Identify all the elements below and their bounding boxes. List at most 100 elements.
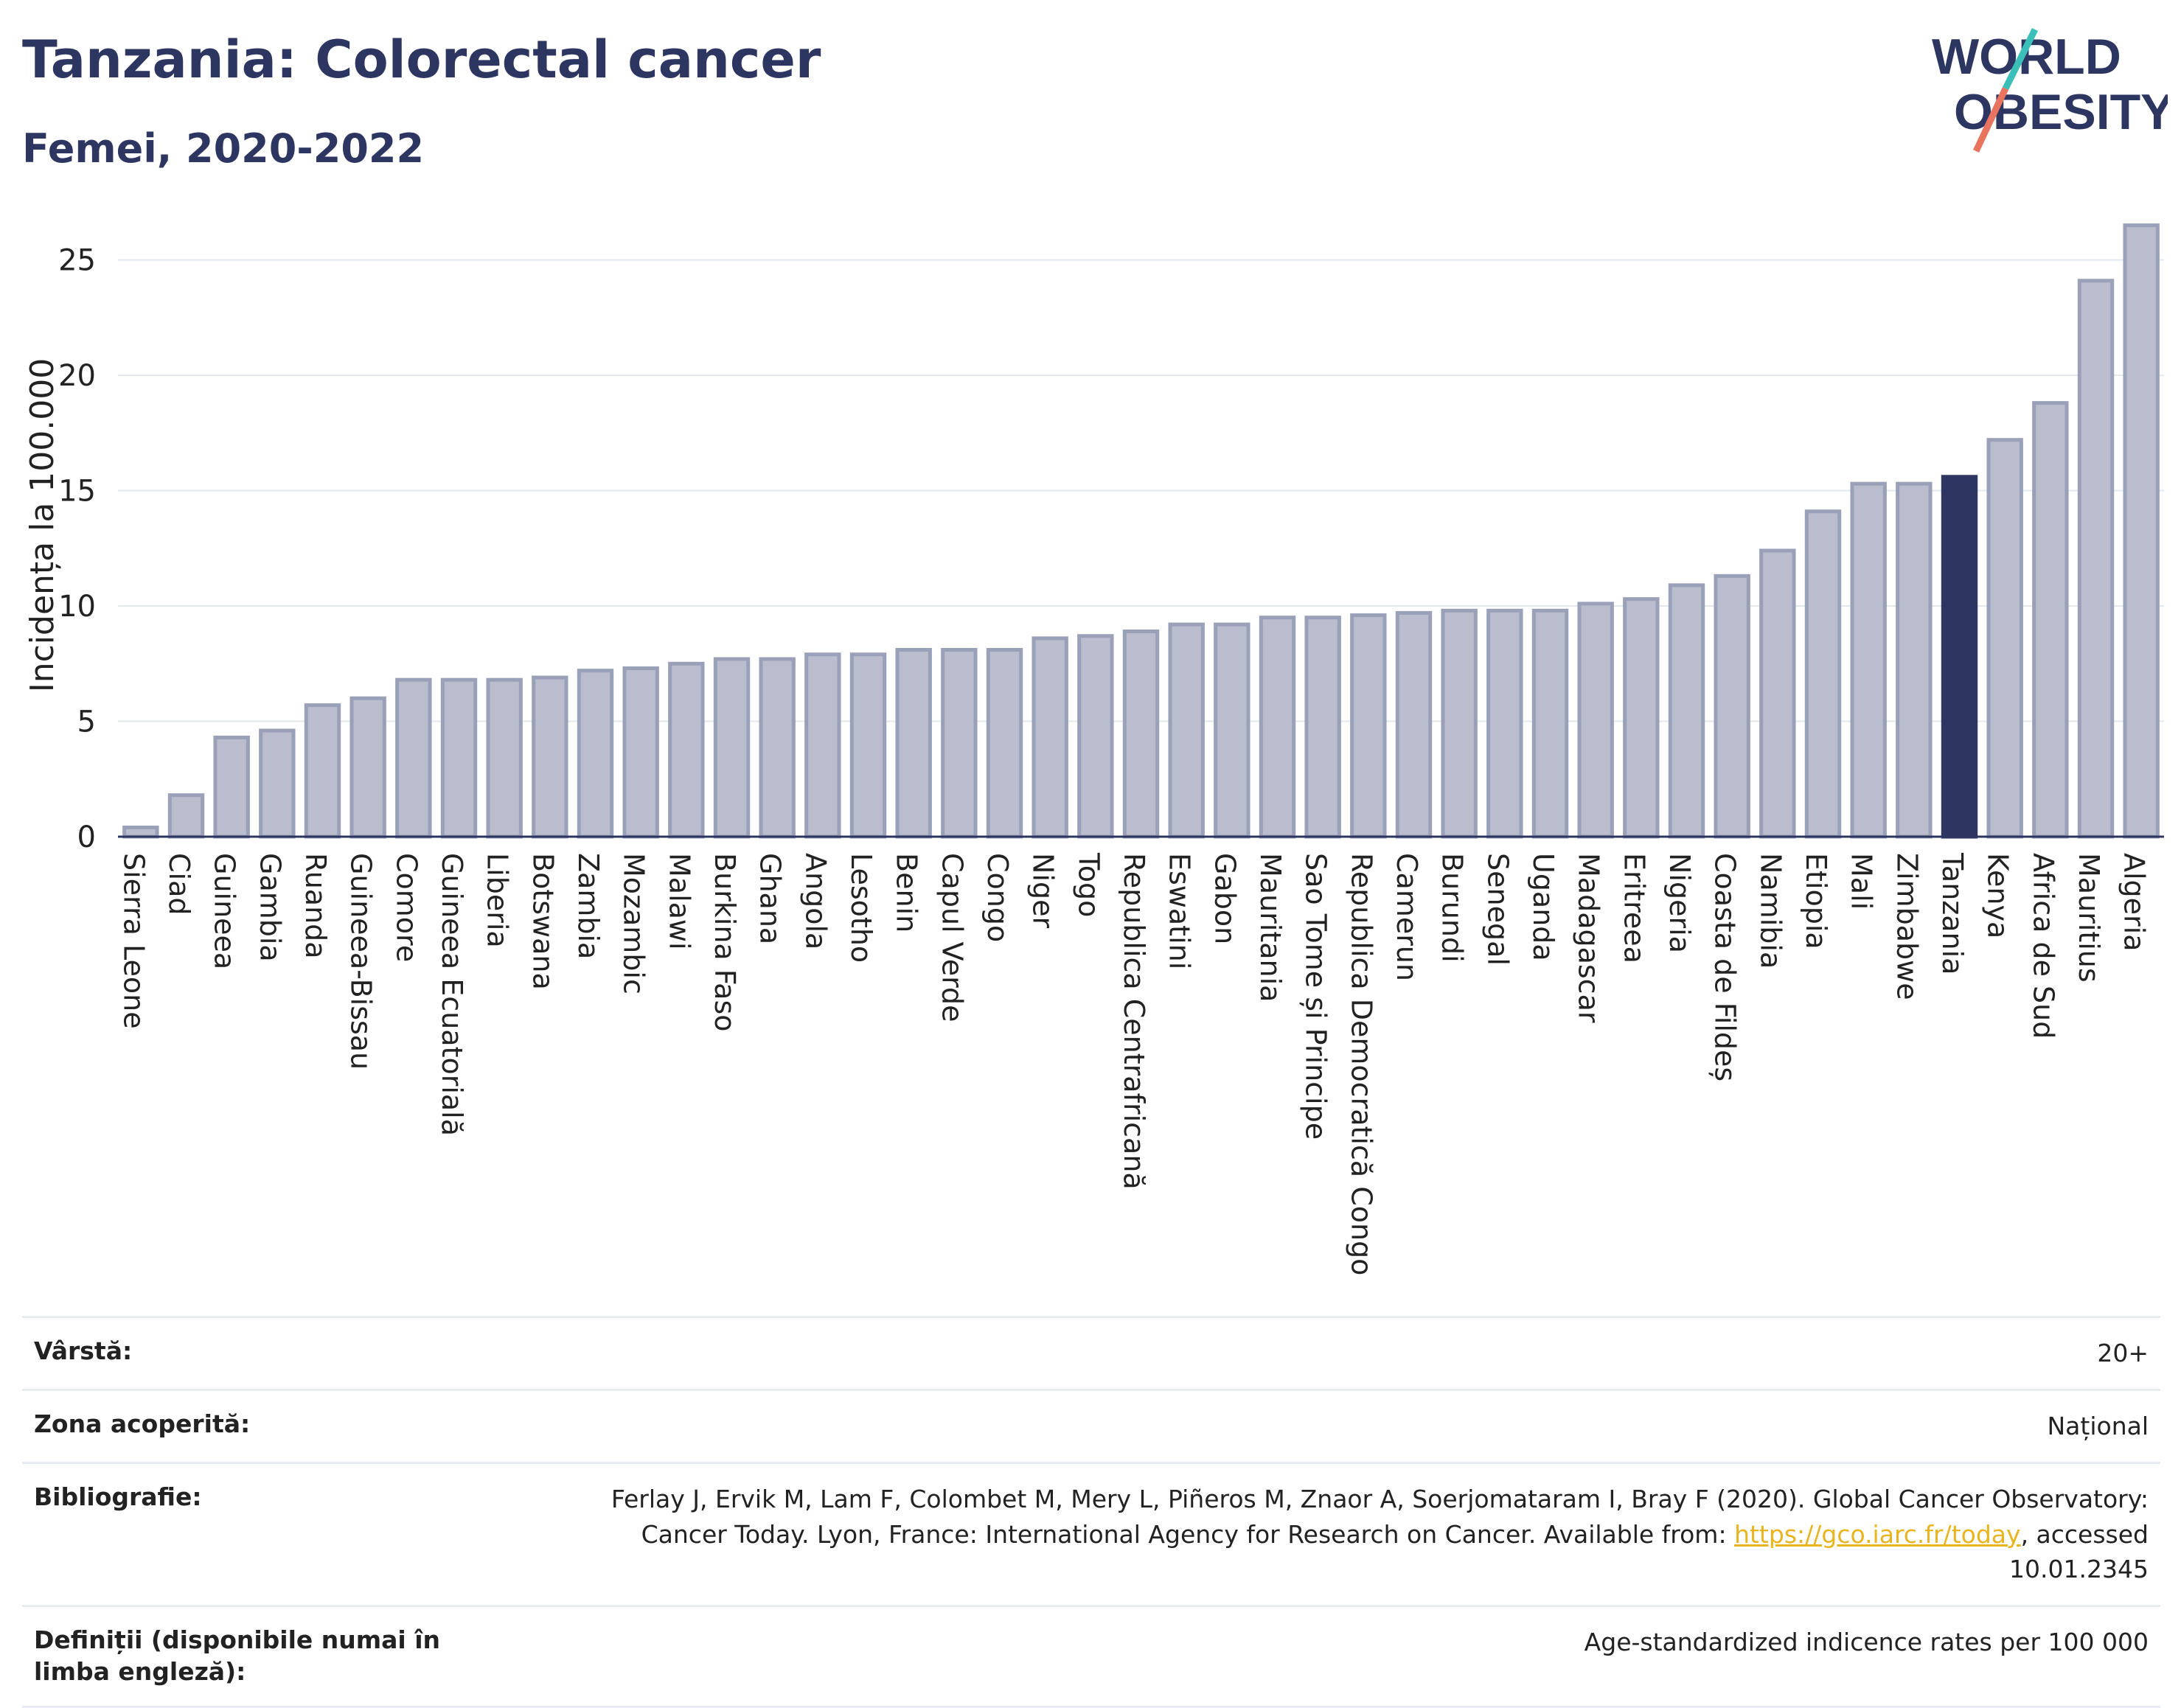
chart-title: Tanzania: Colorectal cancer xyxy=(22,29,821,90)
bar-zambia xyxy=(577,669,614,839)
x-tick-label: Ghana xyxy=(754,853,787,944)
x-tick-label: Mali xyxy=(1846,853,1878,910)
bar-sierra-leone xyxy=(122,825,159,839)
chart-subtitle: Femei, 2020-2022 xyxy=(22,125,425,172)
meta-row-coverage: Zona acoperită: Național xyxy=(22,1388,2160,1462)
x-tick-label: Angola xyxy=(799,853,832,949)
bar-eritreea xyxy=(1623,597,1660,839)
logo-line2: OBESITY xyxy=(1954,84,2168,140)
x-tick-label: Liberia xyxy=(481,853,514,948)
bar-uganda xyxy=(1531,608,1569,839)
x-tick-label: Senegal xyxy=(1481,853,1514,966)
y-tick-label: 0 xyxy=(77,820,96,854)
x-tick-label: Niger xyxy=(1027,853,1060,928)
bar-ghana xyxy=(759,657,796,839)
bar-benin xyxy=(895,648,932,839)
bar-mauritius xyxy=(2077,279,2115,839)
bar-kenya xyxy=(1986,438,2023,839)
y-tick-label: 15 xyxy=(58,475,96,509)
bar-eswatini xyxy=(1168,622,1205,839)
bar-mali xyxy=(1850,481,1887,839)
bar-lesotho xyxy=(849,652,887,839)
x-tick-label: Ruanda xyxy=(299,853,332,959)
x-tick-label: Tanzania xyxy=(1936,852,1969,975)
x-tick-label: Gabon xyxy=(1208,853,1241,944)
bibliography-label: Bibliografie: xyxy=(34,1482,202,1511)
x-tick-label: Guineea-Bissau xyxy=(345,853,378,1070)
bar-chart: 0 5 10 15 20 25 Sierra Leone Ciad Guineea Gambia… xyxy=(24,223,2164,1275)
bar-nigeria xyxy=(1668,583,1705,839)
bar-togo xyxy=(1077,634,1114,839)
x-tick-label: Gambia xyxy=(254,853,286,962)
x-tick-label: Malawi xyxy=(663,853,695,950)
bar-congo xyxy=(986,648,1023,839)
x-tick-label: Togo xyxy=(1072,852,1105,917)
x-tick-label: Guineea Ecuatorială xyxy=(436,853,468,1136)
x-tick-label: Zambia xyxy=(572,853,605,959)
x-axis-labels: Sierra Leone Ciad Guineea Gambia Ruanda Guine… xyxy=(117,852,2150,1275)
bar-zimbabwe xyxy=(1896,481,1933,839)
bar-ciad xyxy=(167,793,205,839)
definitions-value: Age-standardized indicence rates per 100… xyxy=(1584,1628,2149,1657)
x-tick-label: Lesotho xyxy=(845,853,877,963)
meta-row-age: Vârstă: 20+ xyxy=(22,1316,2160,1389)
bibliography-link[interactable]: https://gco.iarc.fr/today xyxy=(1734,1519,2021,1549)
x-tick-label: Republica Democratică Congo xyxy=(1345,853,1377,1275)
bar-capul-verde xyxy=(941,648,978,839)
bar-camerun xyxy=(1395,610,1433,839)
x-tick-label: Sao Tome și Principe xyxy=(1300,853,1332,1140)
x-tick-label: Eritreea xyxy=(1618,853,1650,963)
x-tick-label: Uganda xyxy=(1527,853,1559,961)
age-label: Vârstă: xyxy=(34,1336,133,1365)
meta-row-bibliography: Bibliografie: Ferlay J, Ervik M, Lam F, … xyxy=(22,1461,2160,1606)
bar-sao-tome-și-principe xyxy=(1304,616,1341,839)
x-tick-label: Algeria xyxy=(2118,853,2151,952)
logo-slash-coral xyxy=(1972,87,2009,153)
bar-coasta-de-fildeș xyxy=(1714,574,1750,839)
x-tick-label: Etiopia xyxy=(1800,853,1832,949)
coverage-value: Național xyxy=(2047,1411,2149,1440)
x-tick-label: Capul Verde xyxy=(936,853,968,1022)
bar-etiopia xyxy=(1804,509,1842,839)
bar-republica-centrafricană xyxy=(1122,629,1160,839)
logo-line1: WORLD xyxy=(1932,29,2121,85)
bar-liberia xyxy=(486,677,523,839)
x-tick-label: Benin xyxy=(891,853,923,933)
x-tick-label: Namibia xyxy=(1754,853,1787,969)
x-tick-label: Guineea xyxy=(209,853,241,969)
age-value: 20+ xyxy=(2097,1339,2149,1367)
x-tick-label: Botswana xyxy=(526,853,559,990)
bar-guineea-bissau xyxy=(349,696,386,839)
x-tick-label: Africa de Sud xyxy=(2027,853,2059,1039)
bar-guineea xyxy=(213,735,250,839)
x-tick-label: Mozambic xyxy=(618,853,650,994)
x-tick-label: Madagascar xyxy=(1573,853,1605,1023)
x-tick-label: Coasta de Fildeș xyxy=(1709,853,1742,1081)
y-axis-title: Incidența la 100.000 xyxy=(24,358,61,693)
x-tick-label: Ciad xyxy=(163,853,195,916)
x-tick-label: Nigeria xyxy=(1663,853,1696,953)
bar-senegal xyxy=(1486,608,1523,839)
x-tick-label: Mauritius xyxy=(2073,853,2105,983)
bar-guineea-ecuatorială xyxy=(440,677,478,839)
bar-malawi xyxy=(668,661,705,839)
x-tick-label: Congo xyxy=(981,853,1014,942)
bar-gambia xyxy=(259,728,296,839)
bar-burkina-faso xyxy=(713,657,751,839)
bar-africa-de-sud xyxy=(2032,401,2069,839)
bar-angola xyxy=(804,652,841,839)
x-tick-label: Mauritania xyxy=(1254,853,1287,1002)
bar-gabon xyxy=(1214,622,1250,839)
bar-ruanda xyxy=(304,703,341,839)
y-axis-ticks: 0 5 10 15 20 25 xyxy=(58,244,96,854)
world-obesity-logo: WORLD OBESITY xyxy=(1932,27,2168,153)
bar-mozambic xyxy=(622,666,659,839)
bibliography-text: Ferlay J, Ervik M, Lam F, Colombet M, Me… xyxy=(611,1484,2149,1549)
meta-row-definitions: Definiții (disponibile numai în limba en… xyxy=(22,1605,2160,1708)
x-tick-label: Sierra Leone xyxy=(117,853,150,1029)
bar-niger xyxy=(1032,636,1068,839)
bibliography-accessed: , accessed 10.01.2345 xyxy=(2009,1519,2149,1584)
y-tick-label: 25 xyxy=(58,244,96,278)
x-tick-label: Republica Centrafricană xyxy=(1118,853,1150,1190)
x-tick-label: Camerun xyxy=(1391,853,1423,981)
